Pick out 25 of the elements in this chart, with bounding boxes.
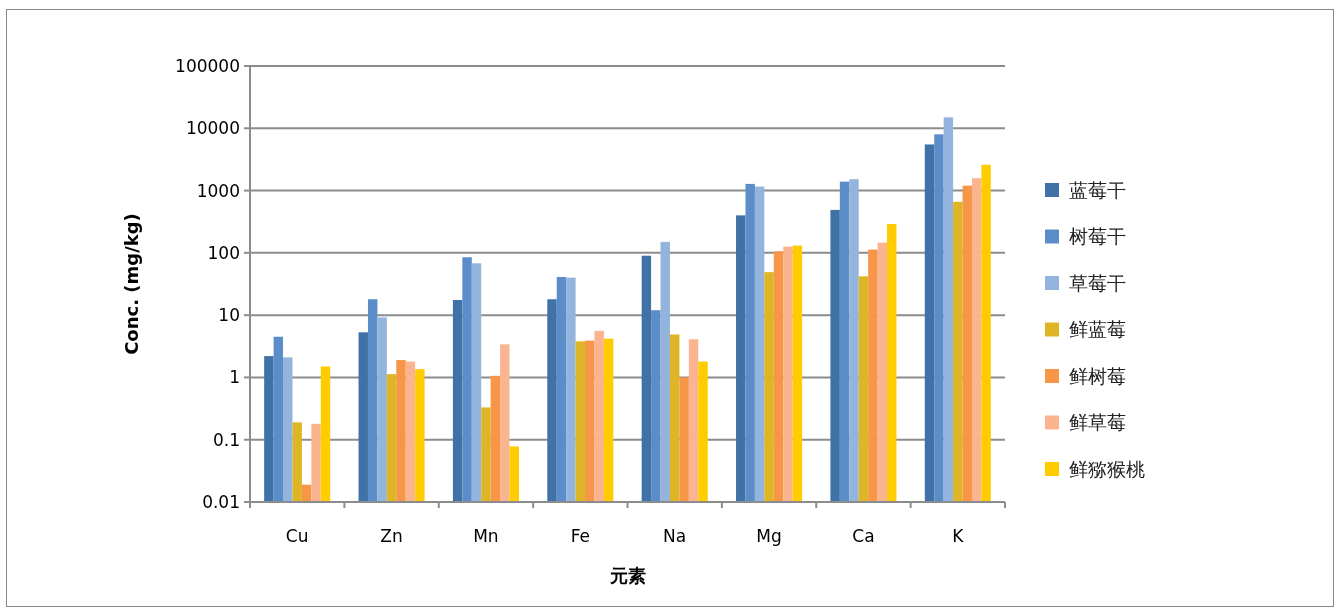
y-tick-label: 0.01	[202, 491, 240, 512]
x-axis-title: 元素	[608, 565, 646, 586]
y-tick-label: 10000	[185, 118, 240, 139]
y-tick-label: 0.1	[212, 429, 240, 450]
x-tick-label: Fe	[570, 526, 590, 546]
x-tick-label: Na	[663, 526, 687, 546]
legend-label: 树莓干	[1069, 225, 1126, 248]
y-tick-label: 100000	[175, 55, 240, 76]
x-tick-label: K	[952, 526, 965, 546]
y-tick-label: 1000	[196, 180, 240, 201]
y-tick-label: 10	[218, 305, 240, 326]
x-tick-label: Cu	[285, 526, 309, 546]
legend-label: 鲜猕猴桃	[1069, 457, 1145, 480]
x-tick-label: Mg	[756, 526, 782, 546]
legend-label: 鲜蓝莓	[1069, 318, 1126, 341]
y-tick-label: 1	[229, 367, 240, 388]
x-tick-label: Mn	[473, 526, 499, 546]
y-tick-label: 100	[207, 242, 240, 263]
x-tick-label: Zn	[380, 526, 403, 546]
legend-label: 草莓干	[1069, 271, 1126, 294]
y-axis-title: Conc. (mg/kg)	[121, 213, 142, 355]
legend-label: 鲜草莓	[1069, 411, 1126, 434]
legend-label: 鲜树莓	[1069, 364, 1126, 387]
legend-label: 蓝莓干	[1069, 178, 1126, 201]
x-tick-label: Ca	[852, 526, 875, 546]
